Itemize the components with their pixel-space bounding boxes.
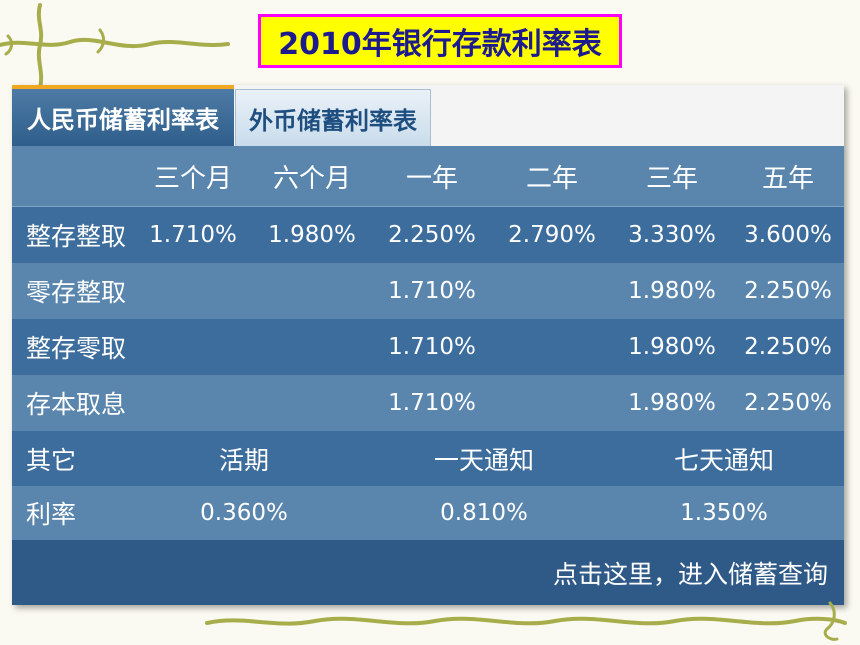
row-label: 其它 <box>26 445 77 475</box>
rate-cell: 1.980% <box>628 334 716 360</box>
page-title-box: 2010年银行存款利率表 <box>258 14 622 68</box>
row-label: 利率 <box>26 500 77 529</box>
column-header: 三个月 <box>153 163 232 194</box>
tab-foreign-currency-savings[interactable]: 外币储蓄利率表 <box>235 89 431 146</box>
rate-cell: 0.810% <box>440 500 528 526</box>
rate-cell <box>134 319 252 375</box>
rate-cell: 1.710% <box>149 222 237 248</box>
column-header: 二年 <box>525 163 578 194</box>
rate-cell <box>492 319 612 375</box>
table-row: 整存整取 1.710% 1.980% 2.250% 2.790% 3.330% … <box>12 207 844 263</box>
table-header-row: 三个月 六个月 一年 二年 三年 五年 <box>12 146 844 207</box>
savings-inquiry-link[interactable]: 点击这里，进入储蓄查询 <box>552 559 828 589</box>
other-item-name: 七天通知 <box>673 445 774 475</box>
row-label: 整存整取 <box>26 222 127 251</box>
tab-bar: 人民币储蓄利率表 外币储蓄利率表 <box>12 85 844 146</box>
table-row: 存本取息 1.710% 1.980% 2.250% <box>12 375 844 431</box>
rate-cell: 2.250% <box>744 390 832 416</box>
rate-cell: 1.980% <box>628 278 716 304</box>
rate-cell: 2.250% <box>388 222 476 248</box>
other-item-name: 一天通知 <box>433 445 534 475</box>
column-header: 一年 <box>405 163 458 194</box>
other-header-row: 其它 活期 一天通知 七天通知 <box>12 431 844 486</box>
row-label: 存本取息 <box>26 390 127 419</box>
row-label: 零存整取 <box>26 278 127 307</box>
vine-decoration-top <box>0 3 230 90</box>
column-header: 三年 <box>645 163 698 194</box>
tab-rmb-savings[interactable]: 人民币储蓄利率表 <box>12 85 234 146</box>
rate-cell: 1.710% <box>388 278 476 304</box>
rate-cell: 2.250% <box>744 334 832 360</box>
rate-cell: 1.980% <box>268 222 356 248</box>
page-title: 2010年银行存款利率表 <box>278 27 602 62</box>
rate-cell: 2.790% <box>508 222 596 248</box>
vine-decoration-bottom <box>205 601 847 641</box>
rate-table-panel: 人民币储蓄利率表 外币储蓄利率表 三个月 六个月 一年 二年 三年 五年 整存整… <box>12 85 844 605</box>
rate-cell <box>134 263 252 319</box>
rate-cell: 3.600% <box>744 222 832 248</box>
table-row: 零存整取 1.710% 1.980% 2.250% <box>12 263 844 319</box>
row-label: 整存零取 <box>26 334 127 363</box>
rate-cell: 1.710% <box>388 390 476 416</box>
rate-cell: 1.350% <box>680 500 768 526</box>
rate-cell: 0.360% <box>200 500 288 526</box>
table-row: 整存零取 1.710% 1.980% 2.250% <box>12 319 844 375</box>
rate-cell <box>252 263 372 319</box>
rate-cell: 2.250% <box>744 278 832 304</box>
column-header: 五年 <box>761 163 814 194</box>
table-footer: 点击这里，进入储蓄查询 <box>12 540 844 605</box>
rate-cell: 1.980% <box>628 390 716 416</box>
rate-cell <box>252 319 372 375</box>
rate-cell: 1.710% <box>388 334 476 360</box>
other-item-name: 活期 <box>218 445 269 475</box>
rate-cell <box>134 375 252 431</box>
column-header: 六个月 <box>272 163 351 194</box>
other-rate-row: 利率 0.360% 0.810% 1.350% <box>12 486 844 540</box>
rate-cell: 3.330% <box>628 222 716 248</box>
rate-cell <box>492 263 612 319</box>
rate-cell <box>492 375 612 431</box>
rate-cell <box>252 375 372 431</box>
